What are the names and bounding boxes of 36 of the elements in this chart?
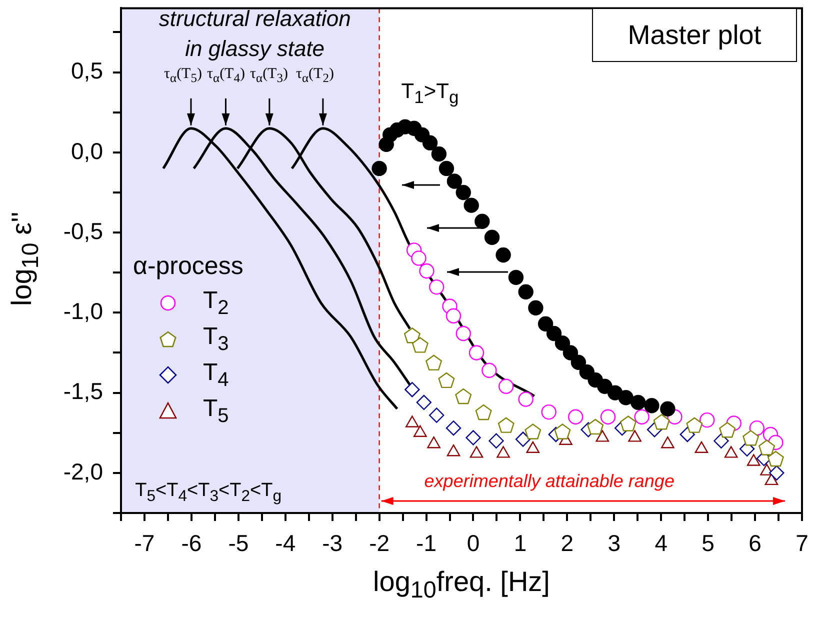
x-tick-label: 6 bbox=[748, 530, 762, 556]
annotation: τ$_{α}$(T$_{2}$) bbox=[296, 66, 334, 86]
annotation: T$_{1}$>T$_{g}$ bbox=[401, 80, 459, 108]
x-tick-label: 2 bbox=[560, 530, 574, 556]
y-tick-label: -0,5 bbox=[63, 218, 103, 244]
y-tick-label: -1,5 bbox=[63, 378, 103, 404]
y-tick-label: 0,5 bbox=[71, 58, 103, 84]
x-tick-label: -1 bbox=[416, 530, 436, 556]
annotation: experimentally attainable range bbox=[424, 471, 674, 492]
legend-title: α-process bbox=[133, 252, 244, 281]
legend-label: T$_{5}$ bbox=[203, 394, 229, 428]
x-tick-label: -3 bbox=[322, 530, 343, 556]
x-tick-label: -5 bbox=[228, 530, 249, 556]
x-tick-label: 7 bbox=[796, 530, 808, 556]
x-axis-title: log$_{10}$freq. [Hz] bbox=[372, 566, 551, 604]
x-tick-label: 0 bbox=[466, 530, 480, 556]
x-tick-label: 1 bbox=[514, 530, 527, 556]
x-tick-label: 5 bbox=[702, 530, 714, 556]
x-tick-label: -7 bbox=[134, 530, 155, 556]
legend-label: T$_{4}$ bbox=[203, 358, 229, 392]
x-tick-label: -2 bbox=[369, 530, 390, 556]
annotation: Master plot bbox=[592, 8, 797, 62]
annotation: τ$_{α}$(T$_{5}$) bbox=[164, 66, 202, 86]
x-tick-label: -4 bbox=[275, 530, 296, 556]
legend-label: T$_{3}$ bbox=[203, 322, 229, 356]
annotation: τ$_{α}$(T$_{3}$) bbox=[250, 66, 288, 86]
text: T$_{5}$<T$_{4}$<T$_{3}$<T$_{2}$<T$_{g}$ bbox=[135, 480, 282, 505]
x-tick-label: 3 bbox=[608, 530, 621, 556]
x-tick-label: 4 bbox=[654, 530, 668, 556]
y-tick-label: -2,0 bbox=[63, 458, 103, 484]
legend-label: T$_{2}$ bbox=[203, 286, 229, 320]
annotation: τ$_{α}$(T$_{4}$) bbox=[206, 66, 245, 86]
x-tick-label: -6 bbox=[181, 530, 202, 556]
annotation: structural relaxation in glassy state bbox=[158, 5, 352, 63]
y-tick-label: 0,0 bbox=[71, 138, 103, 164]
y-tick-label: -1,0 bbox=[63, 298, 103, 324]
